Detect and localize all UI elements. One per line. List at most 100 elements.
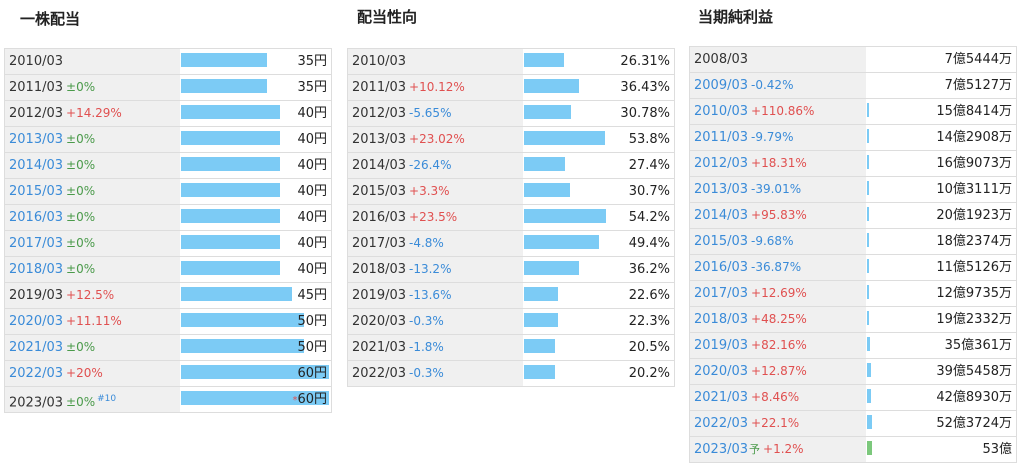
year-cell: 2013/03 -39.01% xyxy=(690,177,866,202)
year-cell: 2016/03 +23.5% xyxy=(348,205,523,230)
value-label: 11億5126万 xyxy=(936,260,1012,275)
change-rate: ±0% xyxy=(66,236,96,250)
year-label[interactable]: 2010/03 xyxy=(694,104,749,119)
table-row: 2013/03 +23.02% 53.8% xyxy=(348,126,674,152)
value-bar xyxy=(181,235,280,249)
value-bar xyxy=(867,181,869,195)
payout-table: 2010/03 26.31% 2011/03 +10.12% 36.43% 2012/03… xyxy=(347,48,675,387)
year-label: 2016/03 xyxy=(352,210,407,225)
year-cell: 2016/03 -36.87% xyxy=(690,255,866,280)
year-label[interactable]: 2022/03 xyxy=(9,366,64,381)
year-cell: 2015/03 -9.68% xyxy=(690,229,866,254)
table-row: 2010/03 35円 xyxy=(5,48,331,74)
year-label[interactable]: 2017/03 xyxy=(694,286,749,301)
year-label[interactable]: 2018/03 xyxy=(9,262,64,277)
year-cell: 2017/03 +12.69% xyxy=(690,281,866,306)
change-rate: -9.79% xyxy=(751,130,794,144)
year-cell: 2016/03 ±0% xyxy=(5,205,180,230)
year-cell: 2019/03 +82.16% xyxy=(690,333,866,358)
table-row: 2017/03 -4.8% 49.4% xyxy=(348,230,674,256)
value-bar xyxy=(867,337,870,351)
value-bar xyxy=(181,53,267,67)
year-cell: 2020/03 +12.87% xyxy=(690,359,866,384)
table-row: 2012/03 -5.65% 30.78% xyxy=(348,100,674,126)
value-label: 19億2332万 xyxy=(936,312,1012,327)
value-bar xyxy=(524,261,579,275)
value-text: 30.78% xyxy=(620,101,670,126)
change-rate: ±0% xyxy=(66,158,96,172)
table-row: 2021/03 +8.46% 42億8930万 xyxy=(690,384,1016,410)
value-text: *60円 xyxy=(292,387,327,413)
year-label[interactable]: 2013/03 xyxy=(9,132,64,147)
year-label[interactable]: 2023/03 xyxy=(694,442,749,457)
year-label[interactable]: 2014/03 xyxy=(694,208,749,223)
change-rate: ±0% xyxy=(66,80,96,94)
year-label[interactable]: 2016/03 xyxy=(9,210,64,225)
value-bar xyxy=(867,311,869,325)
value-bar xyxy=(867,233,869,247)
year-label[interactable]: 2014/03 xyxy=(9,158,64,173)
year-label[interactable]: 2009/03 xyxy=(694,78,749,93)
table-row: 2015/03 ±0% 40円 xyxy=(5,178,331,204)
year-label[interactable]: 2012/03 xyxy=(694,156,749,171)
year-label: 2019/03 xyxy=(9,288,64,303)
year-label[interactable]: 2022/03 xyxy=(694,416,749,431)
table-row: 2012/03 +14.29% 40円 xyxy=(5,100,331,126)
year-label[interactable]: 2011/03 xyxy=(694,130,749,145)
table-row: 2017/03 ±0% 40円 xyxy=(5,230,331,256)
value-text: 54.2% xyxy=(629,205,670,230)
year-label[interactable]: 2015/03 xyxy=(9,184,64,199)
year-label[interactable]: 2020/03 xyxy=(9,314,64,329)
change-rate: +20% xyxy=(66,366,103,380)
value-label: 20.5% xyxy=(628,340,670,355)
year-cell: 2022/03 -0.3% xyxy=(348,361,523,386)
year-label[interactable]: 2013/03 xyxy=(694,182,749,197)
change-rate: +18.31% xyxy=(751,156,807,170)
year-cell: 2018/03 +48.25% xyxy=(690,307,866,332)
value-bar xyxy=(181,79,267,93)
value-label: 49.4% xyxy=(628,236,670,251)
change-rate: -39.01% xyxy=(751,182,802,196)
year-label[interactable]: 2020/03 xyxy=(694,364,749,379)
value-label: 12億9735万 xyxy=(936,286,1012,301)
table-row: 2019/03 +82.16% 35億361万 xyxy=(690,332,1016,358)
change-rate: +1.2% xyxy=(763,442,804,456)
change-rate: +11.11% xyxy=(66,314,122,328)
value-label: 40円 xyxy=(297,132,327,147)
value-label: 18億2374万 xyxy=(936,234,1012,249)
change-rate: ±0% xyxy=(66,262,96,276)
value-bar xyxy=(867,155,869,169)
value-bar xyxy=(867,389,871,403)
value-text: 20.5% xyxy=(629,335,670,360)
table-row: 2014/03 +95.83% 20億1923万 xyxy=(690,202,1016,228)
value-bar xyxy=(181,365,329,379)
value-text: 35億361万 xyxy=(945,333,1012,358)
year-label[interactable]: 2017/03 xyxy=(9,236,64,251)
year-label: 2018/03 xyxy=(352,262,407,277)
change-rate: +23.02% xyxy=(409,132,465,146)
value-label: 20億1923万 xyxy=(936,208,1012,223)
value-bar xyxy=(524,313,558,327)
change-rate: +12.5% xyxy=(66,288,115,302)
value-label: 60円 xyxy=(297,366,327,381)
table-row: 2016/03 -36.87% 11億5126万 xyxy=(690,254,1016,280)
change-rate: -0.42% xyxy=(751,78,794,92)
value-label: 39億5458万 xyxy=(936,364,1012,379)
year-label[interactable]: 2015/03 xyxy=(694,234,749,249)
year-label: 2021/03 xyxy=(352,340,407,355)
year-label[interactable]: 2019/03 xyxy=(694,338,749,353)
table-row: 2011/03 -9.79% 14億2908万 xyxy=(690,124,1016,150)
rank-note: #10 xyxy=(97,394,117,404)
value-bar xyxy=(181,339,304,353)
year-label[interactable]: 2018/03 xyxy=(694,312,749,327)
table-row: 2014/03 ±0% 40円 xyxy=(5,152,331,178)
year-label[interactable]: 2021/03 xyxy=(9,340,64,355)
value-bar xyxy=(181,183,280,197)
year-cell: 2023/03予 +1.2% xyxy=(690,437,866,462)
year-label[interactable]: 2016/03 xyxy=(694,260,749,275)
value-text: 16億9073万 xyxy=(936,151,1012,176)
value-text: 60円 xyxy=(297,361,327,386)
year-label[interactable]: 2021/03 xyxy=(694,390,749,405)
year-cell: 2010/03 xyxy=(5,49,180,74)
table-row: 2018/03 +48.25% 19億2332万 xyxy=(690,306,1016,332)
